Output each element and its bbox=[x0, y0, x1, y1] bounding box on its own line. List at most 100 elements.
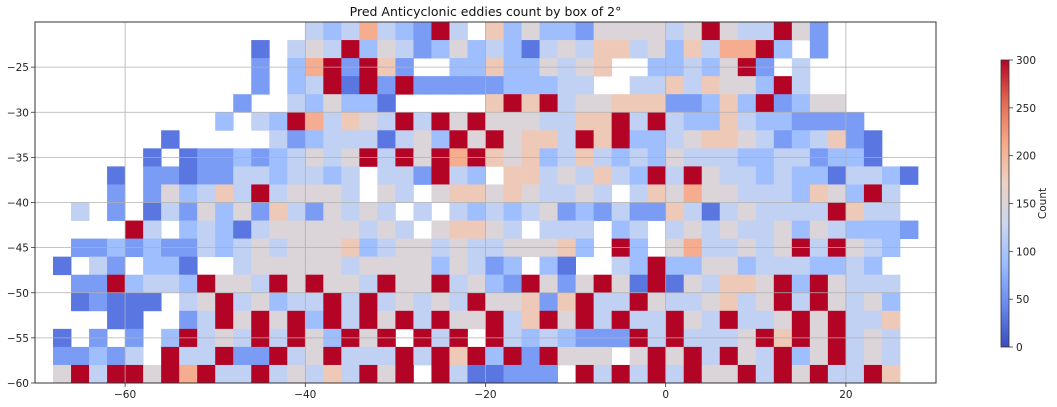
heatmap-cell bbox=[197, 274, 216, 294]
heatmap-cell bbox=[557, 274, 576, 294]
heatmap-cell bbox=[305, 202, 324, 221]
heatmap-cell bbox=[323, 76, 342, 95]
heatmap-cell bbox=[809, 310, 829, 330]
heatmap-cell bbox=[287, 40, 306, 59]
heatmap-cell bbox=[305, 184, 324, 203]
heatmap-cell bbox=[89, 292, 108, 312]
heatmap-cell bbox=[827, 166, 847, 185]
heatmap-cell bbox=[431, 310, 450, 330]
heatmap-cell bbox=[827, 346, 847, 366]
heatmap-cell bbox=[827, 202, 847, 221]
heatmap-cell bbox=[71, 364, 90, 384]
heatmap-cell bbox=[503, 166, 522, 185]
heatmap-cell bbox=[611, 130, 631, 149]
heatmap-cell bbox=[557, 22, 576, 41]
heatmap-cell bbox=[899, 166, 919, 185]
heatmap-cell bbox=[359, 130, 378, 149]
heatmap-cell bbox=[683, 346, 703, 366]
heatmap-cell bbox=[377, 364, 396, 384]
heatmap-cell bbox=[215, 274, 234, 294]
heatmap-cell bbox=[539, 40, 558, 59]
heatmap-cell bbox=[647, 274, 667, 294]
heatmap-cell bbox=[611, 220, 631, 239]
heatmap-cell bbox=[341, 274, 360, 294]
heatmap-cell bbox=[791, 364, 811, 384]
heatmap-cell bbox=[431, 274, 450, 294]
heatmap-cell bbox=[287, 112, 306, 131]
heatmap-cell bbox=[755, 364, 775, 384]
heatmap-cell bbox=[143, 184, 162, 203]
heatmap-cell bbox=[521, 40, 540, 59]
heatmap-cell bbox=[665, 220, 685, 239]
heatmap-cell bbox=[485, 22, 504, 41]
heatmap-cell bbox=[557, 40, 576, 59]
heatmap-cell bbox=[179, 184, 198, 203]
heatmap-cell bbox=[449, 130, 468, 149]
heatmap-cell bbox=[683, 184, 703, 203]
heatmap-cell bbox=[485, 202, 504, 221]
heatmap-cell bbox=[323, 364, 342, 384]
heatmap-cell bbox=[395, 346, 414, 366]
heatmap-cell bbox=[413, 256, 432, 276]
heatmap-cell bbox=[755, 166, 775, 185]
heatmap-cell bbox=[161, 130, 180, 149]
heatmap-cell bbox=[107, 292, 126, 312]
heatmap-cell bbox=[305, 166, 324, 185]
heatmap-cell bbox=[557, 130, 576, 149]
heatmap-cell bbox=[881, 292, 901, 312]
heatmap-cell bbox=[449, 202, 468, 221]
heatmap-cell bbox=[197, 202, 216, 221]
heatmap-cell bbox=[557, 256, 576, 276]
y-axis-ticks: −25 −30 −35 −40 −45 −50 −55 −60 bbox=[7, 62, 35, 390]
heatmap-cell bbox=[413, 346, 432, 366]
heatmap-cell bbox=[359, 310, 378, 330]
heatmap-cell bbox=[413, 130, 432, 149]
heatmap-cell bbox=[881, 310, 901, 330]
heatmap-cell bbox=[107, 346, 126, 366]
heatmap-cell bbox=[431, 364, 450, 384]
heatmap-cell bbox=[251, 220, 270, 239]
heatmap-cell bbox=[305, 220, 324, 239]
heatmap-cell bbox=[863, 256, 883, 276]
heatmap-cell bbox=[179, 256, 198, 276]
heatmap-cell bbox=[791, 22, 811, 41]
heatmap-cell bbox=[287, 364, 306, 384]
heatmap-cell bbox=[197, 346, 216, 366]
heatmap-cell bbox=[737, 76, 757, 95]
heatmap-cell bbox=[233, 184, 252, 203]
heatmap-cell bbox=[287, 94, 306, 113]
heatmap-cell bbox=[485, 310, 504, 330]
y-tick-label: −40 bbox=[7, 198, 29, 210]
heatmap-cell bbox=[521, 130, 540, 149]
heatmap-cell bbox=[305, 40, 324, 59]
heatmap-cell bbox=[773, 310, 793, 330]
heatmap-cell bbox=[377, 202, 396, 221]
heatmap-cell bbox=[755, 184, 775, 203]
heatmap-cell bbox=[377, 256, 396, 276]
heatmap-cell bbox=[809, 184, 829, 203]
heatmap-cell bbox=[233, 220, 252, 239]
heatmap-cell bbox=[359, 22, 378, 41]
heatmap-cell bbox=[701, 364, 721, 384]
y-tick-label: −25 bbox=[7, 62, 29, 74]
heatmap-cell bbox=[629, 274, 649, 294]
heatmap-cell bbox=[701, 310, 721, 330]
x-tick-label: −20 bbox=[474, 389, 496, 401]
heatmap-cell bbox=[791, 184, 811, 203]
heatmap-cell bbox=[269, 184, 288, 203]
heatmap-cell bbox=[611, 310, 631, 330]
heatmap-cell bbox=[611, 22, 631, 41]
heatmap-cell bbox=[863, 274, 883, 294]
heatmap-cell bbox=[575, 364, 595, 384]
heatmap-cell bbox=[395, 76, 414, 95]
heatmap-cell bbox=[467, 166, 486, 185]
heatmap-cell bbox=[305, 112, 324, 131]
heatmap-cell bbox=[647, 22, 667, 41]
heatmap-cell bbox=[701, 274, 721, 294]
heatmap-cell bbox=[755, 130, 775, 149]
heatmap-cell bbox=[593, 166, 613, 185]
heatmap-cell bbox=[197, 166, 216, 185]
heatmap-cell bbox=[89, 256, 108, 276]
heatmap-cell bbox=[809, 40, 829, 59]
heatmap-cell bbox=[107, 256, 126, 276]
